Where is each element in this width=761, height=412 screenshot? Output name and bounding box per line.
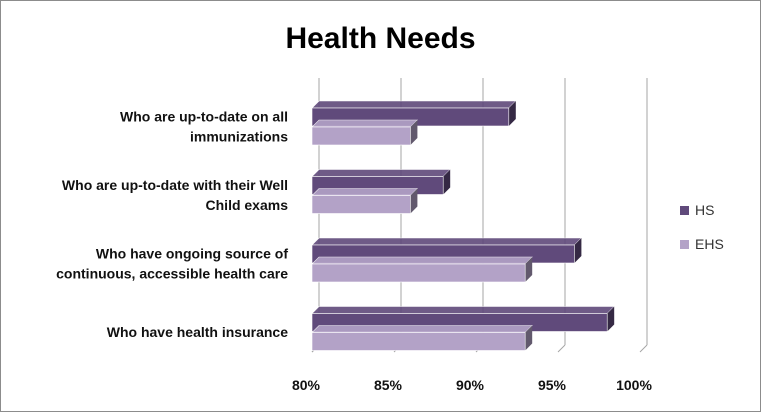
gridline-floor [639,344,648,353]
bar-ehs-side [525,257,533,282]
bar-hs-top [311,169,451,177]
bar-ehs-top [311,256,533,265]
x-tick-label: 85% [374,377,403,393]
bar-ehs-top [311,188,419,196]
bar-hs-side [607,306,615,332]
x-tick-label: 95% [538,377,567,393]
category-label: Child exams [206,197,289,213]
bar-hs-top [311,237,583,246]
legend-label-ehs: EHS [695,236,724,252]
bar-ehs [311,263,526,283]
legend-swatch-hs [680,206,689,215]
category-label: continuous, accessible health care [56,266,288,282]
bar-ehs [311,195,411,214]
bar-hs-side [443,169,451,195]
category-label: Who are up-to-date with their Well [62,177,288,193]
category-label: Who have ongoing source of [96,246,288,262]
legend-swatch-ehs [680,240,689,249]
bar-ehs-side [525,325,533,351]
bar-ehs-top [311,119,419,128]
chart-title: Health Needs [285,22,476,55]
bar-hs-side [574,238,582,263]
x-tick-label: 100% [616,377,652,393]
bar-ehs [311,126,411,146]
category-label: Who are up-to-date on all [120,109,288,125]
legend-label-hs: HS [695,202,714,218]
x-tick-label: 90% [456,377,485,393]
bar-hs-top [311,100,517,109]
bar-ehs-side [410,188,418,214]
category-label: Who have health insurance [107,324,288,340]
gridline-floor [557,344,566,353]
bar-ehs-side [410,120,418,145]
bar-hs-side [508,101,516,126]
bar-ehs [311,332,526,351]
x-tick-label: 80% [292,377,321,393]
bar-ehs-top [311,325,533,333]
bar-hs-top [311,306,615,314]
category-label: immunizations [190,129,288,145]
